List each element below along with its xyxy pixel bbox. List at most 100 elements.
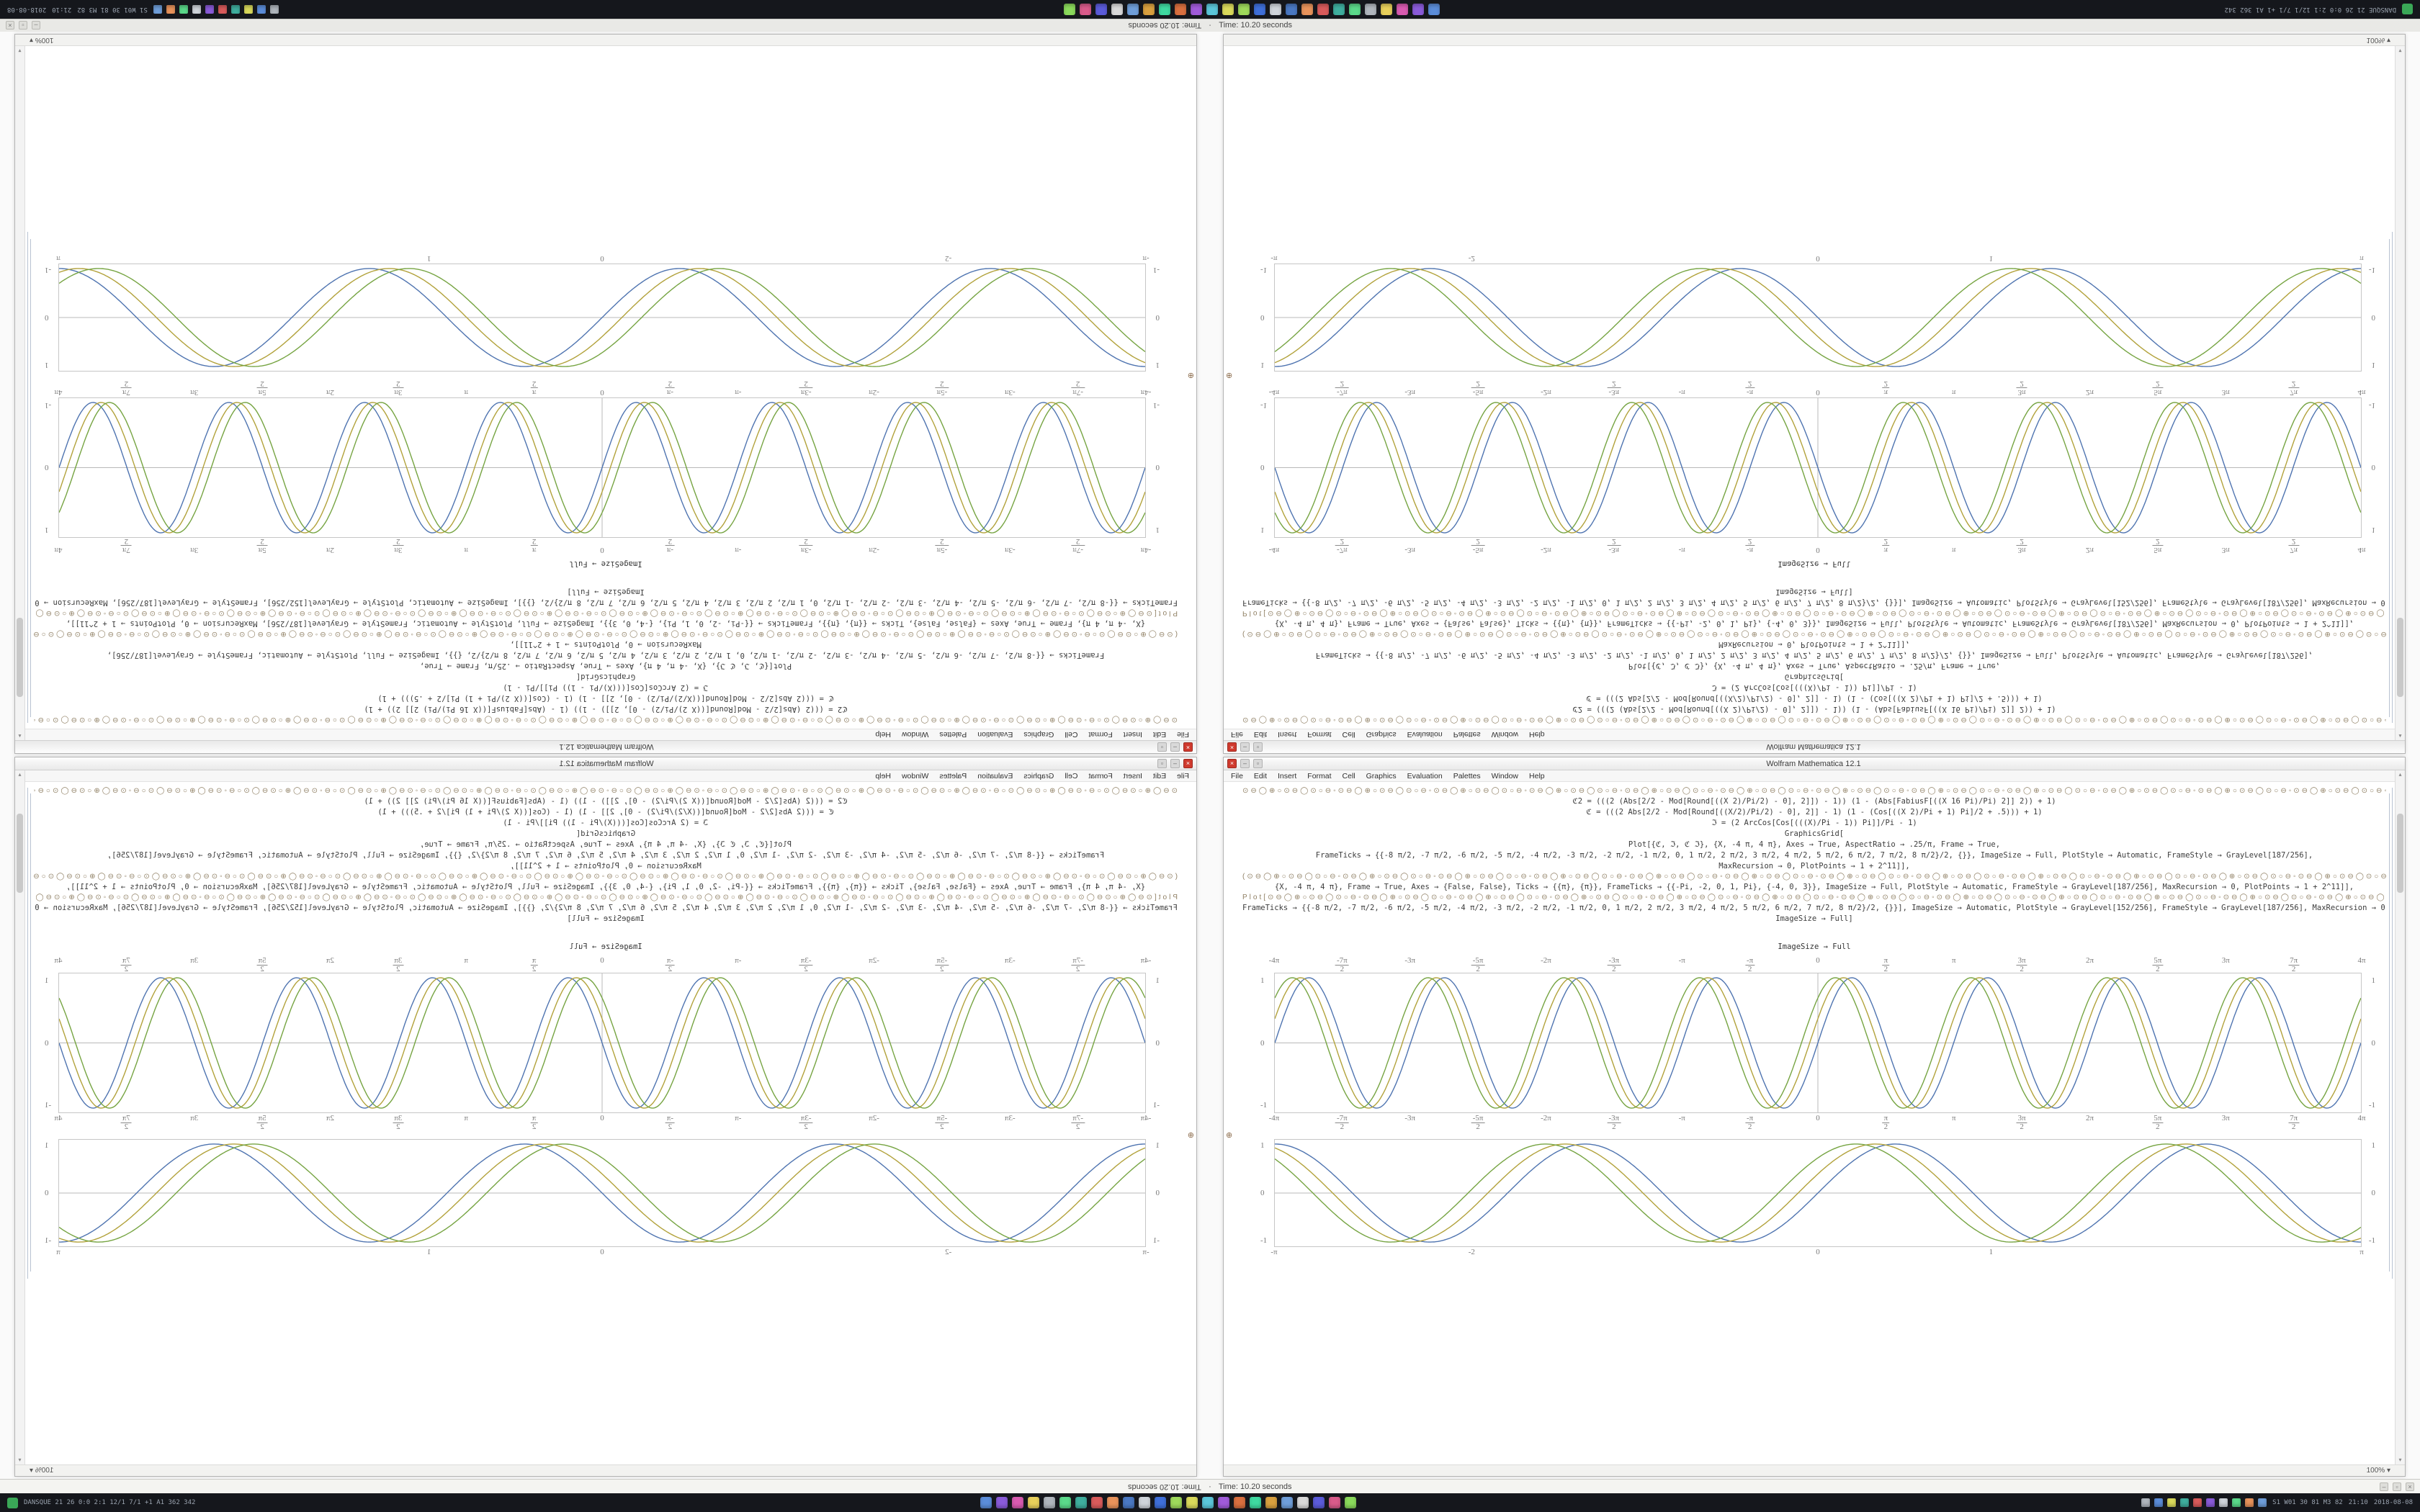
code-cell-line[interactable]: GraphicsGrid[ (575, 829, 636, 838)
vertical-scrollbar[interactable]: ▴ ▾ (15, 46, 25, 740)
menu-help[interactable]: Help (1529, 730, 1545, 739)
maximize-icon[interactable]: ▫ (1157, 742, 1167, 752)
code-cell-line[interactable]: MaxRecursion → 0, PlotPoints → 1 + 2^11]… (510, 640, 702, 649)
zoom-control[interactable]: 100% ▾ (30, 1467, 53, 1475)
cell-group-toggle-icon[interactable]: ⊕ (1226, 371, 1233, 379)
code-cell-line[interactable]: ℭ2 = (((2 (Abs[2/2 - Mod[Round[((X 2)/Pi… (1572, 705, 2056, 714)
app-icon[interactable] (1428, 4, 1440, 15)
minimize-icon[interactable]: – (1170, 742, 1180, 752)
minimize-icon[interactable]: – (32, 21, 40, 30)
app-icon[interactable] (1044, 1497, 1056, 1508)
app-icon[interactable] (1348, 4, 1361, 15)
code-cell-line[interactable]: FrameTicks → {{-8 π/2, -7 π/2, -6 π/2, -… (1315, 851, 2313, 860)
app-icon[interactable] (996, 1497, 1008, 1508)
menu-file[interactable]: File (1231, 730, 1243, 739)
app-icon[interactable] (1250, 1497, 1262, 1508)
menu-insert[interactable]: Insert (1278, 730, 1297, 739)
menu-cell[interactable]: Cell (1065, 771, 1078, 780)
code-cell-line[interactable]: GraphicsGrid[ (1784, 829, 1845, 838)
code-cell-line[interactable]: ImageSize → Full] (1775, 914, 1853, 923)
code-cell-line[interactable]: {X, -4 π, 4 π}, Frame → True, Axes → {Fa… (1274, 883, 2354, 891)
app-icon[interactable] (1380, 4, 1392, 15)
code-cell-line[interactable]: FrameTicks → {{-8 π/2, -7 π/2, -6 π/2, -… (107, 851, 1105, 860)
menu-palettes[interactable]: Palettes (1453, 730, 1481, 739)
menu-format[interactable]: Format (1307, 730, 1332, 739)
app-icon[interactable] (1269, 4, 1281, 15)
menu-graphics[interactable]: Graphics (1366, 771, 1397, 780)
code-cell-glyph-run[interactable]: (⊙⊖◯⊕○⊙⊖◯⊙○⊖◦⊙⊖◯⊕○⊙⊖◯⊙○⊖◦⊙⊖◯⊕○⊙⊖◯⊙○⊖◦⊙⊖◯… (1242, 630, 2386, 638)
app-icon[interactable] (1139, 1497, 1151, 1508)
zoom-control[interactable]: 100% ▾ (30, 36, 53, 44)
code-cell-line[interactable]: MaxRecursion → 0, PlotPoints → 1 + 2^11]… (1718, 640, 1910, 649)
menu-edit[interactable]: Edit (1152, 771, 1167, 780)
menu-help[interactable]: Help (875, 771, 891, 780)
app-icon[interactable] (1206, 4, 1218, 15)
scroll-down-icon[interactable]: ▾ (18, 1457, 22, 1463)
code-cell-glyph-run[interactable]: ⊙⊖◯⊕○⊙⊖◯⊙○⊖◦⊙⊖◯⊕○⊙⊖◯⊙○⊖◦⊙⊖◯⊕○⊙⊖◯⊙○⊖◦⊙⊖◯⊕… (1242, 787, 2386, 795)
code-cell-line[interactable]: ℑ = (2 ArcCos[Cos[(((X)/Pi - 1)) Pi]]/Pi… (1711, 819, 1917, 827)
tray-icon[interactable] (153, 5, 162, 14)
menu-evaluation[interactable]: Evaluation (977, 730, 1013, 739)
tray-icon[interactable] (166, 5, 175, 14)
app-icon[interactable] (1186, 1497, 1198, 1508)
cell-label[interactable]: ImageSize → Full (1778, 942, 1851, 951)
tray-icon[interactable] (2193, 1498, 2202, 1507)
app-icon[interactable] (1313, 1497, 1325, 1508)
vertical-scrollbar[interactable]: ▴ ▾ (2395, 770, 2405, 1464)
code-cell-line[interactable]: ℭ2 = (((2 (Abs[2/2 - Mod[Round[((X 2)/Pi… (1572, 797, 2056, 806)
close-icon[interactable]: × (2406, 1482, 2414, 1491)
menu-evaluation[interactable]: Evaluation (1407, 730, 1443, 739)
menu-help[interactable]: Help (1529, 771, 1545, 780)
zoom-control[interactable]: 100% ▾ (2367, 36, 2390, 44)
cell-group-toggle-icon[interactable]: ⊕ (1187, 1131, 1194, 1140)
close-icon[interactable]: × (1183, 759, 1193, 768)
app-icon[interactable] (1107, 1497, 1119, 1508)
cell-group-bracket[interactable] (30, 793, 31, 1272)
menu-file[interactable]: File (1231, 771, 1243, 780)
app-icon[interactable] (1329, 1497, 1341, 1508)
app-icon[interactable] (1364, 4, 1376, 15)
code-cell-line[interactable]: GraphicsGrid[ (1784, 672, 1845, 681)
code-cell-glyph-run[interactable]: ⊙⊖◯⊕○⊙⊖◯⊙○⊖◦⊙⊖◯⊕○⊙⊖◯⊙○⊖◦⊙⊖◯⊕○⊙⊖◯⊙○⊖◦⊙⊖◯⊕… (34, 787, 1178, 795)
vertical-scrollbar[interactable]: ▴ ▾ (2395, 46, 2405, 740)
scrollbar-thumb[interactable] (17, 618, 23, 697)
app-icon[interactable] (1265, 1497, 1278, 1508)
menu-edit[interactable]: Edit (1152, 730, 1167, 739)
menu-insert[interactable]: Insert (1123, 771, 1142, 780)
code-cell-line[interactable]: ImageSize → Full] (567, 588, 645, 596)
menu-window[interactable]: Window (901, 771, 929, 780)
tray-icon[interactable] (2245, 1498, 2254, 1507)
scrollbar-thumb[interactable] (2397, 814, 2403, 893)
window-titlebar[interactable]: × – ▫ Wolfram Mathematica 12.1 (15, 757, 1196, 770)
code-cell-line[interactable]: ImageSize → Full] (567, 914, 645, 923)
window-titlebar[interactable]: × – ▫ Wolfram Mathematica 12.1 (1224, 757, 2405, 770)
menu-window[interactable]: Window (901, 730, 929, 739)
app-icon[interactable] (1126, 4, 1139, 15)
tray-icon[interactable] (230, 5, 240, 14)
app-icon[interactable] (1222, 4, 1234, 15)
app-icon[interactable] (1285, 4, 1297, 15)
scroll-down-icon[interactable]: ▾ (2398, 48, 2402, 54)
code-cell-line[interactable]: MaxRecursion → 0, PlotPoints → 1 + 2^11]… (510, 862, 702, 870)
cell-group-bracket[interactable] (2389, 793, 2390, 1272)
code-cell-glyph-run[interactable]: ⊙⊖◯⊕○⊙⊖◯⊙○⊖◦⊙⊖◯⊕○⊙⊖◯⊙○⊖◦⊙⊖◯⊕○⊙⊖◯⊙○⊖◦⊙⊖◯⊕… (1242, 716, 2386, 724)
tray-icon[interactable] (2154, 1498, 2164, 1507)
cell-label[interactable]: ImageSize → Full (569, 559, 642, 568)
tray-icon[interactable] (2180, 1498, 2190, 1507)
app-icon[interactable] (1012, 1497, 1024, 1508)
app-icon[interactable] (1412, 4, 1424, 15)
minimize-icon[interactable]: – (2380, 1482, 2388, 1491)
menu-file[interactable]: File (1177, 730, 1189, 739)
minimize-icon[interactable]: – (1240, 759, 1250, 768)
tray-icon[interactable] (2141, 1498, 2151, 1507)
tray-icon[interactable] (218, 5, 227, 14)
scroll-down-icon[interactable]: ▾ (18, 48, 22, 54)
close-icon[interactable]: × (1183, 742, 1193, 752)
code-cell-glyph-run[interactable]: ⊙⊖◯⊕○⊙⊖◯⊙○⊖◦⊙⊖◯⊕○⊙⊖◯⊙○⊖◦⊙⊖◯⊕○⊙⊖◯⊙○⊖◦⊙⊖◯⊕… (34, 716, 1178, 724)
cell-group-bracket[interactable] (2389, 239, 2390, 717)
app-icon[interactable] (1281, 1497, 1294, 1508)
cell-bracket[interactable] (2392, 232, 2393, 723)
menu-edit[interactable]: Edit (1253, 771, 1268, 780)
app-icon[interactable] (1174, 4, 1186, 15)
menu-graphics[interactable]: Graphics (1023, 730, 1054, 739)
